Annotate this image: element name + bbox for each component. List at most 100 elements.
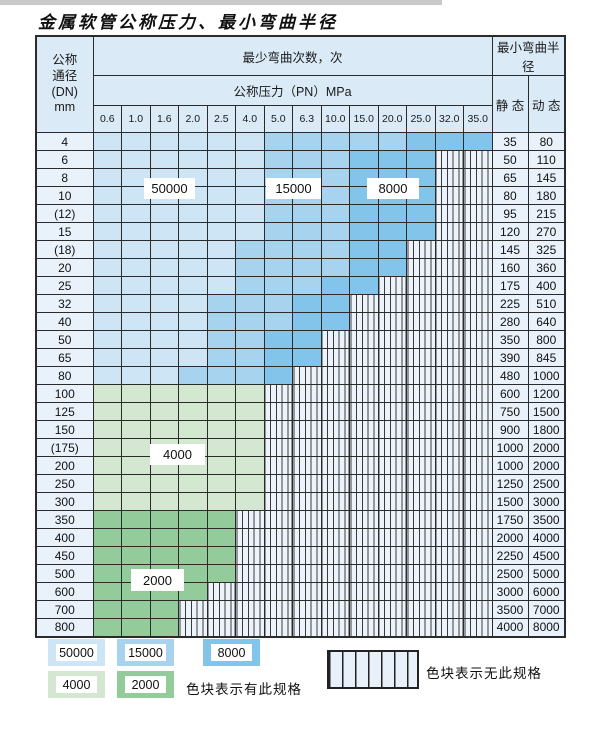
- legend: 50000 15000 8000 4000 2000 色块表示有此规格 色块表示无此规格: [0, 636, 600, 743]
- static-radius-value: 80: [491, 186, 529, 205]
- legend-swatch: 4000: [48, 671, 105, 698]
- spec-cell: [235, 402, 265, 421]
- spec-cell: [263, 132, 293, 151]
- spec-cell: [149, 384, 179, 403]
- spec-cell: [149, 420, 179, 439]
- spec-cell: [349, 384, 379, 403]
- dynamic-radius-value: 7000: [527, 600, 566, 619]
- spec-cell: [434, 510, 464, 529]
- spec-cell: [178, 222, 208, 241]
- spec-cell: [349, 294, 379, 313]
- spec-cell: [349, 456, 379, 475]
- dn-value: 300: [35, 492, 94, 511]
- spec-cell: [121, 474, 151, 493]
- spec-cell: [178, 276, 208, 295]
- dynamic-radius-value: 400: [527, 276, 566, 295]
- spec-cell: [377, 402, 407, 421]
- spec-cell: [206, 276, 236, 295]
- spec-cell: [149, 492, 179, 511]
- spec-cell: [263, 456, 293, 475]
- spec-cell: [406, 600, 436, 619]
- static-radius-value: 2250: [491, 546, 529, 565]
- static-radius-value: 600: [491, 384, 529, 403]
- dynamic-radius-value: 2000: [527, 456, 566, 475]
- spec-cell: [406, 348, 436, 367]
- spec-cell: [149, 330, 179, 349]
- pressure-header: 公称压力（PN）MPa: [92, 75, 493, 106]
- spec-cell: [121, 294, 151, 313]
- spec-cell: [235, 258, 265, 277]
- spec-cell: [434, 600, 464, 619]
- spec-cell: [320, 456, 350, 475]
- spec-cell: [206, 384, 236, 403]
- spec-cell: [349, 402, 379, 421]
- spec-cell: [463, 240, 493, 259]
- spec-cell: [292, 330, 322, 349]
- spec-cell: [377, 132, 407, 151]
- spec-cell: [292, 438, 322, 457]
- spec-cell: [377, 600, 407, 619]
- spec-cell: [206, 168, 236, 187]
- spec-cell: [292, 600, 322, 619]
- table-row: (18) 145 325: [35, 240, 566, 259]
- spec-cell: [292, 150, 322, 169]
- legend-no-spec-text: 色块表示无此规格: [426, 666, 542, 681]
- spec-cell: [235, 294, 265, 313]
- spec-cell: [263, 420, 293, 439]
- spec-cell: [292, 312, 322, 331]
- spec-cell: [206, 546, 236, 565]
- spec-cell: [406, 132, 436, 151]
- dn-value: 350: [35, 510, 94, 529]
- pn-value-header: 25.0: [406, 105, 436, 133]
- spec-cell: [121, 204, 151, 223]
- pn-value-header: 20.0: [377, 105, 407, 133]
- spec-cell: [121, 384, 151, 403]
- spec-cell: [92, 294, 122, 313]
- legend-has-spec-text: 色块表示有此规格: [186, 682, 302, 697]
- spec-table: 公称 通径 (DN) mm 最少弯曲次数，次 最小弯曲半径 公称压力（PN）MPa 静…: [35, 35, 566, 638]
- spec-cell: [292, 240, 322, 259]
- table-row: 800 4000 8000: [35, 618, 566, 637]
- spec-cell: [463, 402, 493, 421]
- spec-cell: [178, 312, 208, 331]
- spec-cell: [377, 240, 407, 259]
- pn-value-header: 1.6: [149, 105, 179, 133]
- pn-value-header: 15.0: [349, 105, 379, 133]
- spec-cell: [263, 240, 293, 259]
- dn-value: (175): [35, 438, 94, 457]
- spec-cell: [235, 474, 265, 493]
- spec-cell: [178, 348, 208, 367]
- table-row: 20 160 360: [35, 258, 566, 277]
- dn-value: (18): [35, 240, 94, 259]
- spec-cell: [463, 618, 493, 637]
- dynamic-radius-value: 510: [527, 294, 566, 313]
- spec-cell: [349, 132, 379, 151]
- table-row: 250 1250 2500: [35, 474, 566, 493]
- spec-cell: [377, 294, 407, 313]
- spec-cell: [178, 204, 208, 223]
- spec-cell: [149, 366, 179, 385]
- pn-value-header: 10.0: [320, 105, 350, 133]
- spec-cell: [149, 258, 179, 277]
- spec-cell: [178, 582, 208, 601]
- dn-value: 20: [35, 258, 94, 277]
- static-radius-value: 3000: [491, 582, 529, 601]
- spec-cell: [406, 618, 436, 637]
- spec-cell: [406, 474, 436, 493]
- spec-cell: [121, 546, 151, 565]
- spec-cell: [463, 330, 493, 349]
- spec-cell: [206, 366, 236, 385]
- dynamic-radius-value: 4500: [527, 546, 566, 565]
- spec-cell: [434, 474, 464, 493]
- spec-cell: [349, 222, 379, 241]
- table-row: 400 2000 4000: [35, 528, 566, 547]
- spec-cell: [434, 564, 464, 583]
- spec-cell: [263, 492, 293, 511]
- radius-header: 最小弯曲半径: [491, 35, 566, 76]
- dn-value: 8: [35, 168, 94, 187]
- spec-cell: [377, 366, 407, 385]
- spec-cell: [463, 528, 493, 547]
- table-row: 700 3500 7000: [35, 600, 566, 619]
- cycle-count-label: 8000: [367, 178, 419, 199]
- spec-cell: [206, 150, 236, 169]
